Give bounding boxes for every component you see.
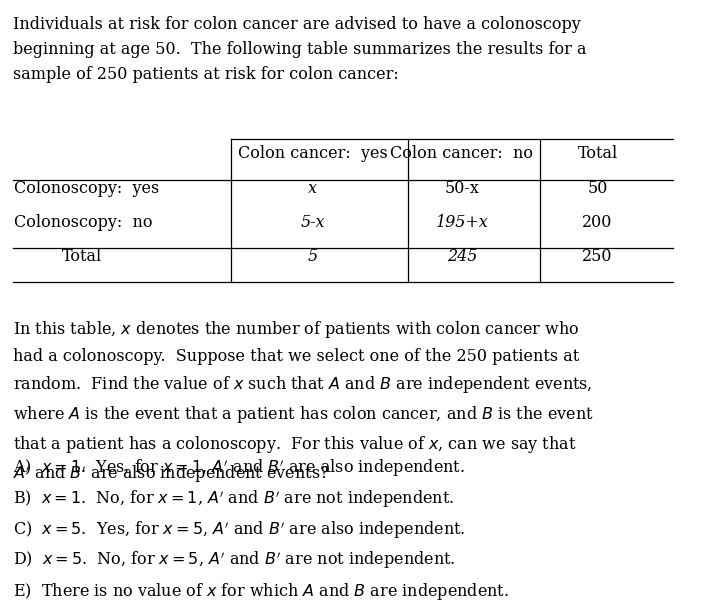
Text: Colon cancer:  no: Colon cancer: no [391,145,533,162]
Text: Colon cancer:  yes: Colon cancer: yes [238,145,388,162]
Text: D)  $x = 5$.  No, for $x = 5$, $A'$ and $B'$ are not independent.: D) $x = 5$. No, for $x = 5$, $A'$ and $B… [13,550,455,572]
Text: Total: Total [577,145,617,162]
Text: B)  $x = 1$.  No, for $x = 1$, $A'$ and $B'$ are not independent.: B) $x = 1$. No, for $x = 1$, $A'$ and $B… [13,489,454,510]
Text: 250: 250 [582,248,612,265]
Text: A)  $x = 1$.  Yes, for $x = 1$, $A'$ and $B'$ are also independent.: A) $x = 1$. Yes, for $x = 1$, $A'$ and $… [13,457,465,479]
Text: C)  $x = 5$.  Yes, for $x = 5$, $A'$ and $B'$ are also independent.: C) $x = 5$. Yes, for $x = 5$, $A'$ and $… [13,519,465,541]
Text: x: x [308,180,317,197]
Text: 5-x: 5-x [300,214,325,231]
Text: 5: 5 [307,248,318,265]
Text: 200: 200 [582,214,612,231]
Text: 50-x: 50-x [444,180,480,197]
Text: E)  There is no value of $x$ for which $A$ and $B$ are independent.: E) There is no value of $x$ for which $A… [13,581,509,601]
Text: In this table, $x$ denotes the number of patients with colon cancer who
had a co: In this table, $x$ denotes the number of… [13,319,594,486]
Text: Colonoscopy:  yes: Colonoscopy: yes [14,180,159,197]
Text: Total: Total [62,248,102,265]
Text: 195+x: 195+x [436,214,488,231]
Text: Individuals at risk for colon cancer are advised to have a colonoscopy
beginning: Individuals at risk for colon cancer are… [13,16,587,83]
Text: 245: 245 [447,248,477,265]
Text: 50: 50 [587,180,607,197]
Text: Colonoscopy:  no: Colonoscopy: no [14,214,153,231]
